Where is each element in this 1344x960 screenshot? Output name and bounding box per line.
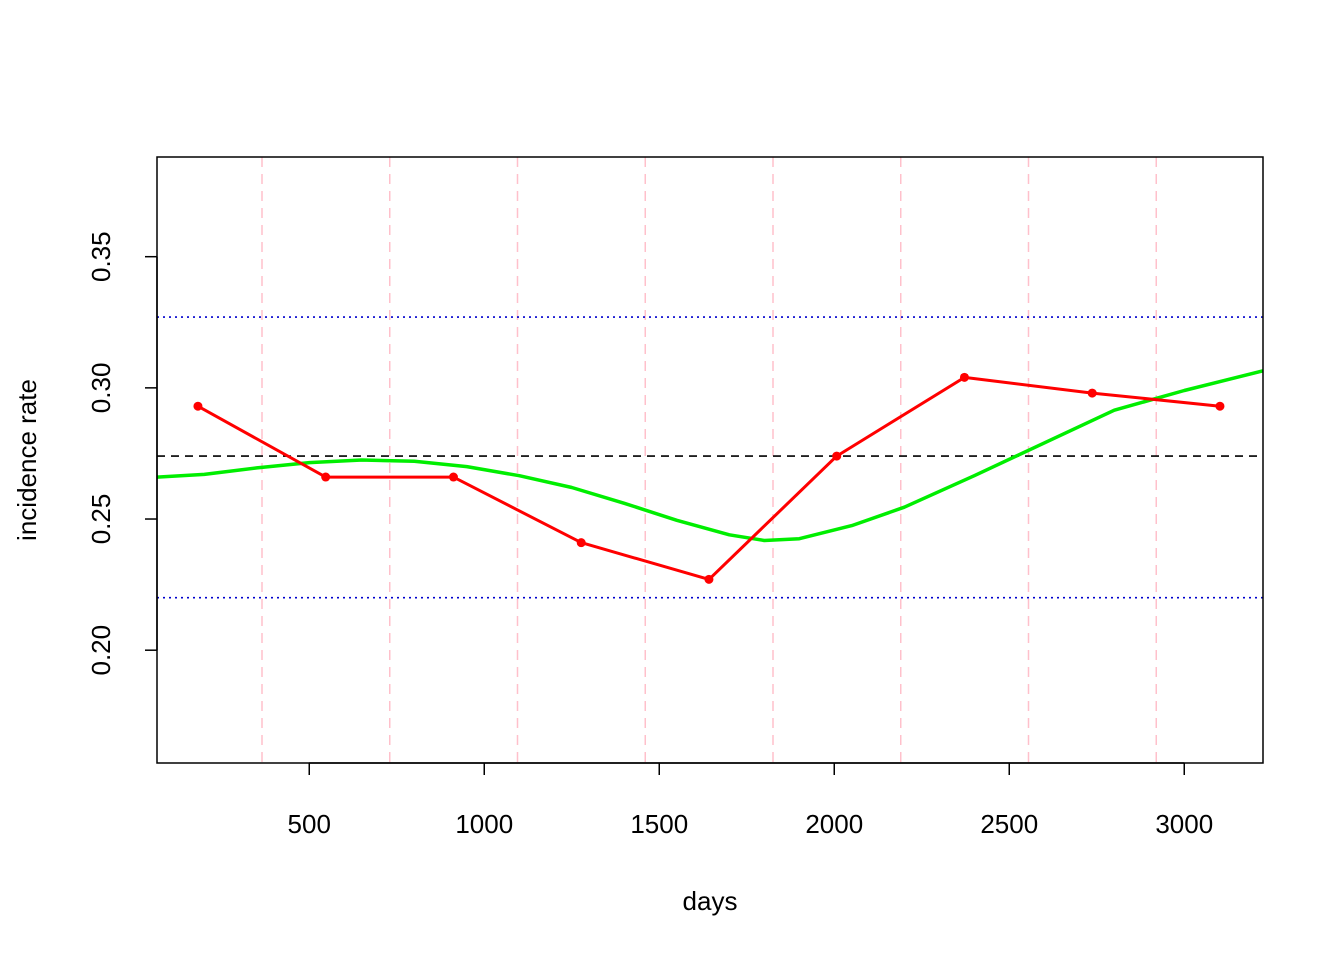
observed-point: [321, 472, 331, 482]
y-axis: 0.20 0.25 0.30 0.35: [86, 231, 158, 676]
y-tick-label: 0.35: [86, 231, 116, 282]
smooth-line: [157, 369, 1263, 543]
x-tick-label: 1500: [630, 809, 688, 839]
observed-point: [704, 574, 714, 584]
observed-point: [959, 372, 969, 382]
observed-point: [1087, 388, 1097, 398]
y-axis-label: incidence rate: [12, 379, 42, 541]
x-tick-label: 2000: [805, 809, 863, 839]
x-tick-label: 500: [288, 809, 331, 839]
y-tick-label: 0.20: [86, 625, 116, 676]
plot-frame: [156, 156, 1264, 764]
observed-point: [193, 401, 203, 411]
observed-line: [197, 375, 1221, 581]
points-layer: [193, 372, 1225, 584]
observed-point: [448, 472, 458, 482]
observed-point: [832, 451, 842, 461]
x-axis-label: days: [683, 886, 738, 916]
x-tick-label: 1000: [455, 809, 513, 839]
x-tick-label: 3000: [1155, 809, 1213, 839]
observed-point: [1215, 401, 1225, 411]
observed-point: [576, 538, 586, 548]
x-tick-label: 2500: [980, 809, 1038, 839]
reference-lines: [157, 316, 1263, 599]
y-tick-label: 0.25: [86, 494, 116, 545]
x-axis: 500 1000 1500 2000 2500 3000: [288, 762, 1213, 839]
y-tick-label: 0.30: [86, 363, 116, 414]
